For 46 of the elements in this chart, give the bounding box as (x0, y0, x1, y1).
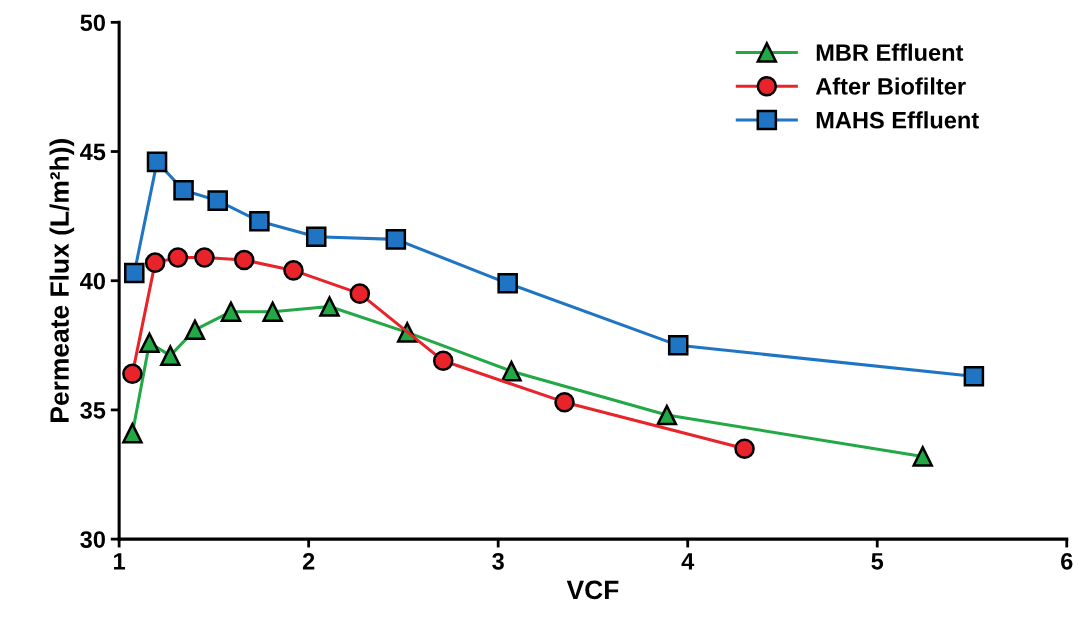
point (912, 446, 933, 467)
point (184, 319, 206, 341)
point (160, 345, 181, 366)
x-axis-title: VCF (566, 580, 619, 600)
point (146, 151, 168, 173)
point (667, 335, 689, 356)
point (305, 226, 327, 248)
legend-label: MBR Effluent (816, 43, 964, 61)
y-tick-label: 30 (80, 531, 105, 548)
point (194, 247, 215, 268)
x-tick-label: 3 (492, 552, 504, 570)
point (385, 229, 407, 250)
point (173, 180, 194, 201)
point (349, 283, 371, 304)
point (207, 190, 228, 211)
point (497, 273, 518, 294)
point (319, 296, 340, 317)
y-tick-label: 35 (80, 401, 106, 419)
point (283, 260, 304, 281)
point (122, 422, 143, 444)
x-tick-label: 5 (871, 553, 884, 570)
x-tick-label: 6 (1061, 552, 1073, 570)
x-tick-label: 1 (114, 553, 126, 570)
legend-label: MAHS Effluent (816, 111, 979, 129)
y-axis-title: Permeate Flux (L/m²h)) (49, 139, 75, 422)
point (122, 363, 143, 385)
point (233, 249, 255, 271)
point (656, 404, 678, 426)
y-tick-label: 45 (80, 143, 106, 161)
legend-label: After Biofilter (815, 77, 966, 95)
point (554, 391, 575, 413)
point (963, 366, 985, 387)
point (262, 301, 283, 322)
point (501, 360, 522, 382)
point (220, 301, 242, 322)
point (124, 262, 145, 284)
y-tick-label: 40 (80, 272, 105, 290)
point (734, 438, 755, 459)
x-tick-label: 2 (302, 552, 315, 570)
point (249, 211, 270, 232)
point (432, 350, 454, 372)
x-tick-label: 4 (681, 553, 695, 570)
point (144, 252, 166, 273)
y-tick-label: 50 (80, 14, 105, 32)
point (139, 332, 160, 354)
point (167, 247, 189, 268)
